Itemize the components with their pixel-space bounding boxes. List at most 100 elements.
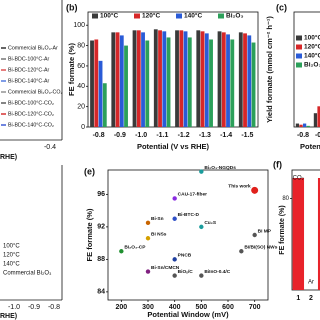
point bbox=[251, 186, 259, 194]
legend-swatch bbox=[92, 13, 98, 19]
point bbox=[172, 196, 177, 201]
bar bbox=[179, 30, 184, 127]
legend-label: Commercial Bi₂O₃ bbox=[3, 271, 52, 277]
bar bbox=[221, 32, 226, 127]
legend-label: Bi-BDC-140°C-Ar bbox=[8, 78, 49, 84]
x-tick-label: -1.3 bbox=[199, 132, 211, 139]
x-tick-label: -1.1 bbox=[156, 132, 168, 139]
y-axis-label: FE formate (%) bbox=[279, 205, 286, 254]
legend-label: Bi-BDC-120°C-Ar bbox=[8, 67, 49, 73]
point bbox=[172, 216, 177, 221]
bar bbox=[303, 123, 307, 127]
legend-label: 120°C bbox=[142, 12, 160, 20]
legend-label: Commercial Bi₂O₃-CO₂ bbox=[8, 89, 63, 95]
legend-label: Bi-BDC-100°C-Ar bbox=[8, 56, 49, 62]
bar bbox=[145, 40, 150, 127]
bar bbox=[313, 113, 318, 127]
bar bbox=[94, 39, 99, 127]
x-tick-label: -1.0 bbox=[8, 304, 20, 311]
bar bbox=[217, 31, 222, 128]
point bbox=[172, 257, 177, 262]
point-label: Bi₂O₃-CP bbox=[124, 245, 146, 251]
legend-label: 140°C bbox=[3, 262, 20, 268]
point-label: BiInO-0.4/C bbox=[204, 269, 230, 275]
point-label: CAU-17-fiber bbox=[178, 192, 207, 198]
bar bbox=[306, 125, 310, 127]
bar bbox=[124, 45, 128, 127]
y-tick-label: 40 bbox=[77, 83, 85, 90]
legend-label: Bi-BDC-100°C-CO₂ bbox=[8, 100, 54, 106]
annotation: Ar bbox=[308, 280, 314, 286]
bar bbox=[183, 31, 188, 128]
point bbox=[145, 220, 151, 226]
point-label: BiOₓ/C bbox=[178, 269, 194, 275]
bar bbox=[153, 29, 158, 127]
point-label: Bi₂O₃-NGQDs bbox=[204, 165, 236, 171]
x-tick-label: 700 bbox=[249, 304, 261, 311]
point bbox=[172, 273, 177, 278]
x-tick-label: -1.2 bbox=[178, 132, 190, 139]
bar bbox=[141, 32, 145, 127]
legend-label: 100°C bbox=[304, 34, 320, 42]
point bbox=[199, 169, 204, 174]
bar bbox=[119, 35, 124, 128]
point-label: Cu₂S bbox=[204, 220, 217, 226]
x-tick-label: -0.8 bbox=[48, 304, 60, 311]
bar bbox=[295, 123, 300, 127]
x-tick-label: 500 bbox=[195, 304, 207, 311]
bar bbox=[166, 37, 171, 128]
bar bbox=[162, 31, 167, 128]
legend-label: Bi₂O₃ bbox=[226, 13, 243, 20]
bar bbox=[175, 30, 179, 127]
point bbox=[145, 236, 151, 241]
y-tick-label: 92 bbox=[97, 224, 105, 231]
legend-swatch bbox=[134, 13, 140, 19]
y-tick-label: 96 bbox=[97, 191, 105, 198]
point bbox=[239, 249, 244, 254]
x-tick-label: -1.0 bbox=[135, 132, 147, 139]
x-axis-label: Potential Window (mV) bbox=[147, 310, 229, 319]
bar bbox=[230, 39, 235, 127]
point-label: Bi-Sn/CMCN bbox=[151, 265, 180, 271]
legend-label: Commercial Bi₂O₃-Ar bbox=[8, 45, 58, 51]
bar bbox=[136, 30, 141, 127]
point-label: Bi-Sn bbox=[151, 216, 164, 222]
x-tick-label: 600 bbox=[222, 304, 234, 311]
bar bbox=[132, 30, 137, 127]
bar bbox=[299, 124, 303, 127]
axes-frame bbox=[293, 11, 320, 128]
point bbox=[119, 249, 124, 254]
y-tick-label: 80 bbox=[77, 42, 85, 49]
legend-swatch bbox=[296, 62, 302, 68]
bar bbox=[196, 30, 201, 127]
bar bbox=[111, 32, 116, 127]
x-tick-label: 200 bbox=[115, 304, 127, 311]
x-tick-label: -1.5 bbox=[241, 132, 253, 139]
bar bbox=[238, 32, 243, 127]
panel-label: (b) bbox=[66, 2, 78, 12]
bar bbox=[209, 39, 213, 127]
bar bbox=[251, 42, 256, 127]
y-tick-label: 100 bbox=[73, 22, 85, 29]
axes-frame bbox=[87, 11, 259, 128]
x-tick-label: -1.4 bbox=[220, 132, 232, 139]
bar bbox=[292, 178, 305, 290]
panel-label: (f) bbox=[273, 159, 282, 169]
point-label: This work bbox=[228, 184, 251, 190]
x-axis-label: Poten bbox=[300, 142, 320, 151]
y-axis-label: Yield formate (mmol cm⁻² h⁻¹) bbox=[265, 16, 274, 123]
x-axis-label: Potential (V vs RHE) bbox=[137, 142, 210, 151]
y-tick-label: 84 bbox=[97, 289, 105, 296]
legend-label: 140°C bbox=[304, 52, 320, 60]
point-label: Bi NSs bbox=[151, 232, 167, 238]
point-label: Bi-BTC-D bbox=[178, 212, 200, 218]
x-tick-label: 300 bbox=[142, 304, 154, 311]
y-tick-label: 80 bbox=[282, 196, 289, 202]
bar bbox=[158, 30, 162, 127]
point-label: Bi MP bbox=[258, 228, 272, 234]
panel-label: (c) bbox=[276, 2, 287, 12]
legend-label: 120°C bbox=[304, 43, 320, 51]
x-tick-label: -0.8 bbox=[93, 132, 105, 139]
legend-swatch bbox=[218, 13, 224, 19]
